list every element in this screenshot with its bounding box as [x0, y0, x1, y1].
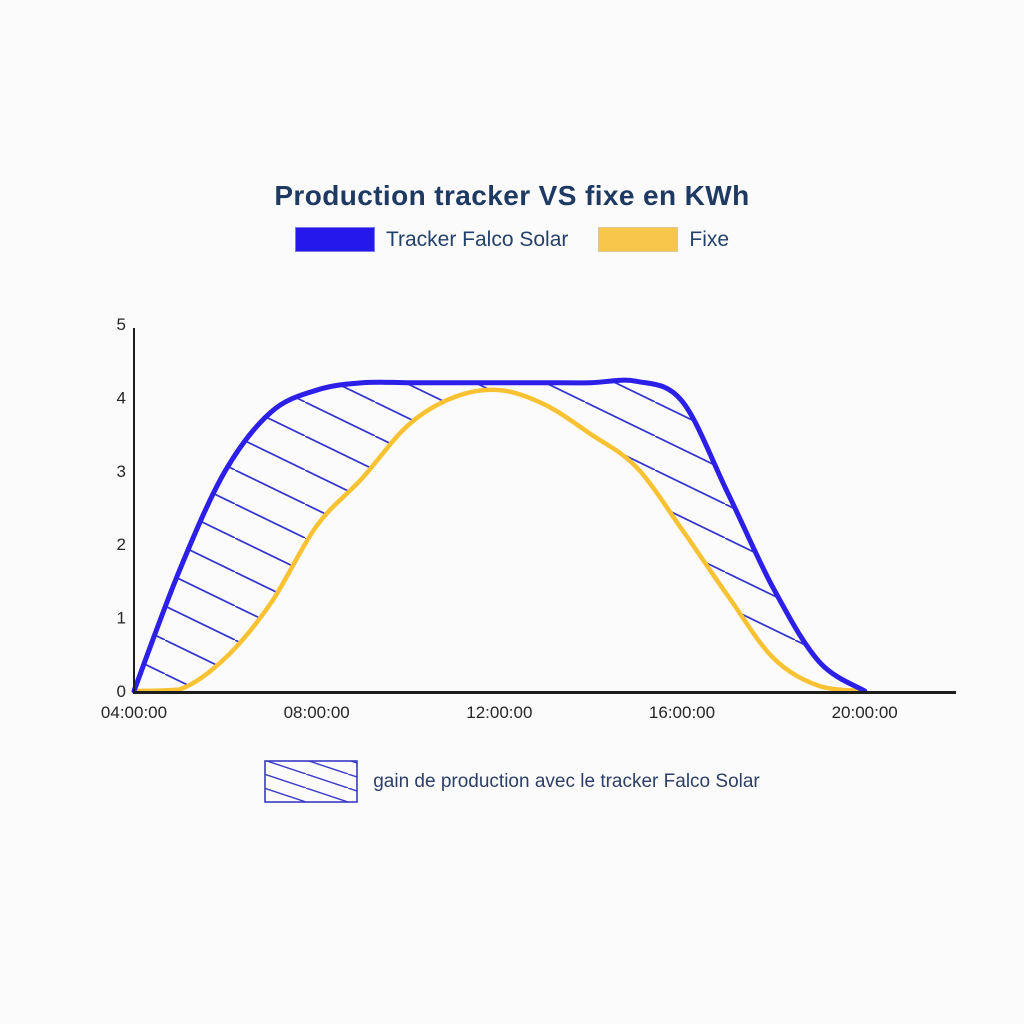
y-tick-label: 3 [117, 462, 126, 481]
tracker-curve [131, 377, 868, 694]
gain-hatch-swatch [264, 760, 359, 803]
tracker-legend-label: Tracker Falco Solar [385, 227, 569, 251]
x-tick-label: 04:00:00 [101, 703, 167, 722]
chart-legend: Tracker Falco Solar Fixe [0, 227, 1024, 252]
gain-legend-label: gain de production avec le tracker Falco… [373, 770, 760, 792]
y-tick-label: 0 [117, 682, 126, 701]
x-tick-label: 16:00:00 [649, 703, 715, 722]
line-chart: 0 1 2 3 4 5 04:00:00 08:00:00 12:00:00 16:00:00 20… [95, 300, 975, 740]
page-title: Production tracker VS fixe en KWh [274, 180, 750, 211]
gain-hatch-area [134, 380, 865, 691]
chart-svg: 0 1 2 3 4 5 04:00:00 08:00:00 12:00:00 16:00:00 20… [101, 315, 956, 722]
x-tick-label: 08:00:00 [284, 703, 350, 722]
y-tick-label: 4 [117, 388, 126, 407]
legend-item-fixe: Fixe [598, 227, 729, 252]
fixe-legend-label: Fixe [689, 227, 730, 251]
fixe-legend-swatch [598, 227, 679, 252]
fixe-curve [131, 387, 867, 694]
y-tick-label: 2 [117, 535, 126, 554]
gain-legend: gain de production avec le tracker Falco… [0, 760, 1024, 803]
y-tick-label: 5 [117, 315, 126, 334]
y-tick-label: 1 [117, 609, 126, 628]
x-tick-label: 12:00:00 [466, 703, 532, 722]
tracker-legend-swatch [294, 227, 375, 252]
legend-item-tracker: Tracker Falco Solar [294, 227, 569, 252]
x-tick-label: 20:00:00 [832, 703, 898, 722]
